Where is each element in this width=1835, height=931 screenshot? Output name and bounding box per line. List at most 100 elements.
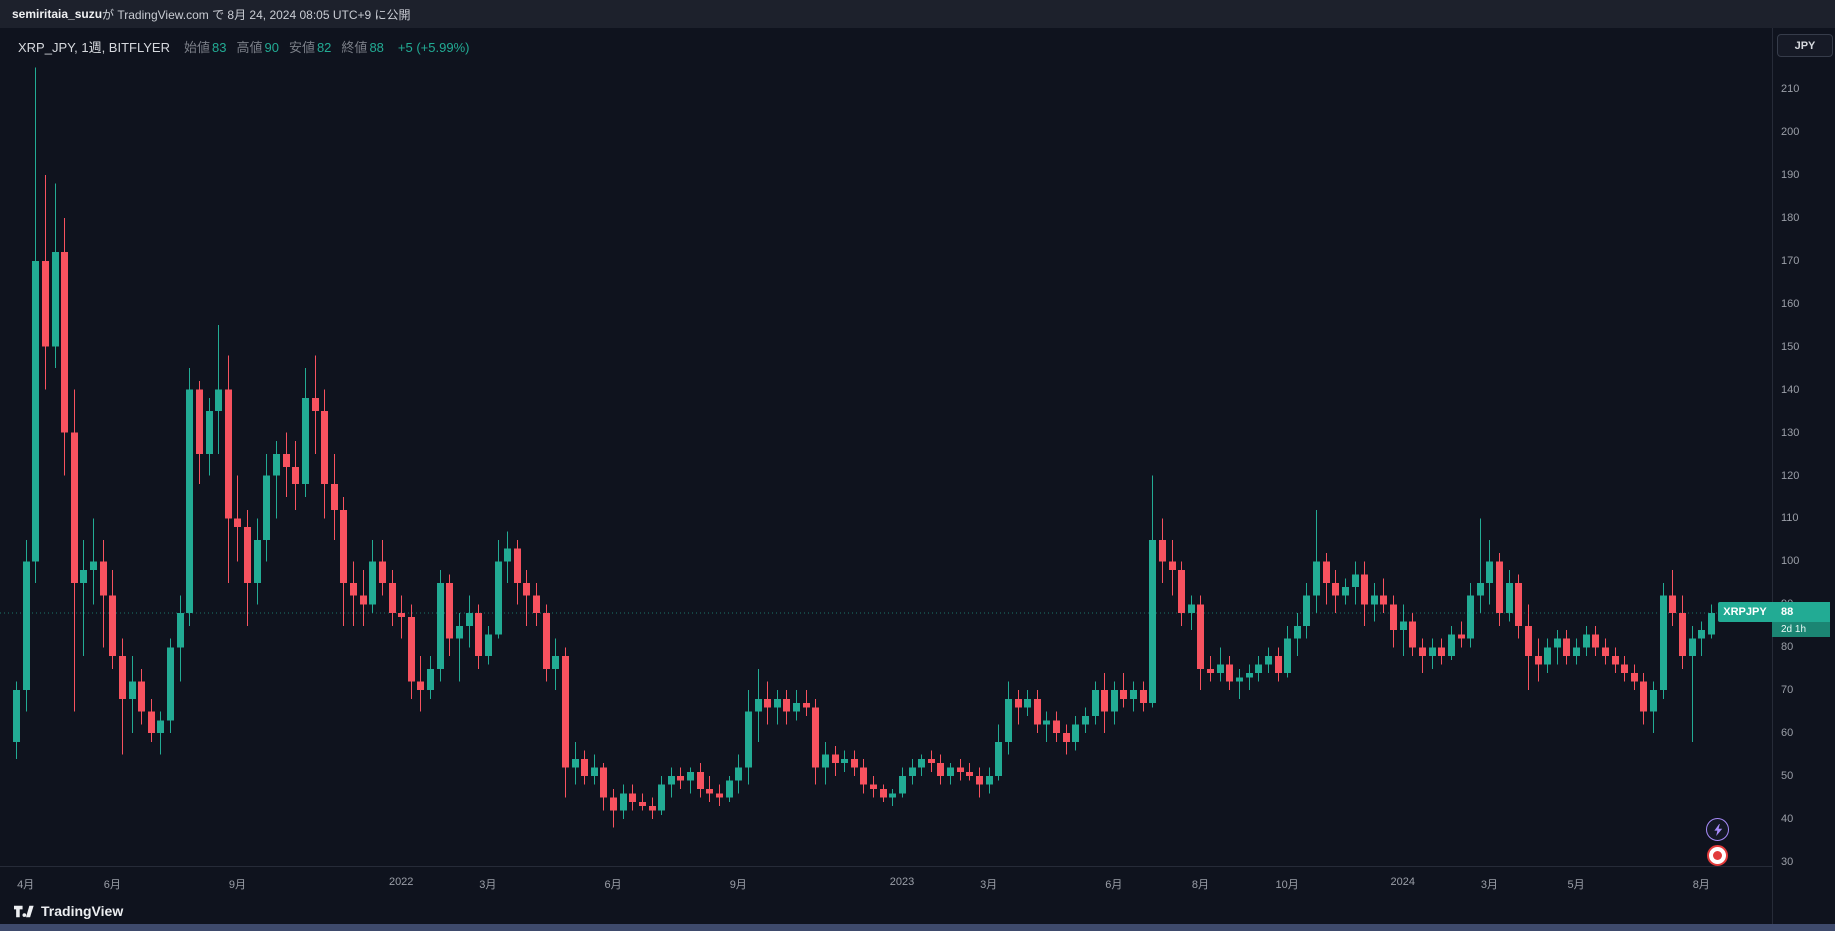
candle-body (947, 767, 954, 777)
candle-body (369, 561, 376, 605)
lightning-button[interactable] (1706, 818, 1729, 841)
candle-body (1159, 539, 1166, 562)
price-axis-tick: 60 (1781, 727, 1794, 740)
candle-body (649, 806, 656, 811)
candle-body (1313, 561, 1320, 596)
time-axis-tick: 2022 (388, 876, 414, 888)
candle-body (129, 681, 136, 699)
candle-body (764, 698, 771, 708)
candle-body (1689, 638, 1696, 656)
bottom-scroll-strip[interactable] (0, 924, 1835, 931)
candle-body (1592, 634, 1599, 648)
candle-body (1458, 634, 1465, 639)
time-axis-tick: 8月 (1191, 879, 1210, 891)
candle-body (1544, 647, 1551, 665)
publisher-username: semiritaia_suzu (12, 7, 103, 21)
low-value: 82 (316, 40, 332, 55)
price-axis-tick: 80 (1781, 641, 1794, 654)
candle-body (957, 767, 964, 772)
candle-body (793, 703, 800, 712)
time-axis-tick: 8月 (1692, 879, 1710, 891)
time-axis[interactable]: 4月 6月 9月 2022 3月 6月 9月 2023 3月 6月 8月 10月 2024 3月 5月 8月 (0, 866, 1772, 899)
candle-body (1092, 690, 1099, 716)
candle-body (1217, 664, 1224, 674)
candle-body (629, 793, 636, 802)
time-axis-tick: 5月 (1567, 879, 1585, 891)
price-axis-tick: 190 (1781, 168, 1800, 181)
candle-body (100, 561, 107, 596)
time-axis-tick: 9月 (228, 879, 247, 891)
price-axis-tick: 110 (1781, 512, 1799, 525)
close-label: 終値 (341, 40, 368, 55)
candle-body (1120, 690, 1127, 699)
candle-body (1583, 634, 1590, 648)
candle-body (1535, 655, 1542, 665)
symbol-title[interactable]: XRP_JPY, 1週, BITFLYER (18, 40, 170, 55)
candle-body (331, 484, 338, 510)
candle-body (283, 454, 290, 467)
candle-body (1669, 595, 1676, 613)
candle-body (1612, 655, 1619, 665)
candle-body (466, 612, 473, 626)
candle-body (1361, 574, 1368, 605)
candle-body (889, 793, 896, 798)
price-axis-tick: 140 (1781, 383, 1800, 396)
candle-body (755, 698, 762, 712)
record-button[interactable] (1707, 845, 1728, 866)
candle-body (417, 681, 424, 691)
last-price-label[interactable]: XRPJPY 88 2d 1h (1718, 601, 1835, 637)
candle-body (1342, 587, 1349, 596)
candle-body (937, 763, 944, 777)
candle-body (1140, 690, 1147, 704)
candle-body (340, 509, 347, 583)
candle-body (514, 548, 521, 583)
lightning-icon (1713, 823, 1722, 836)
candle-body (90, 561, 97, 570)
candle-body (1679, 612, 1686, 656)
candle-body (620, 793, 627, 811)
candle-body (71, 432, 78, 583)
candle-body (1275, 655, 1282, 674)
high-value: 90 (264, 40, 279, 55)
candle-body (148, 711, 155, 734)
candle-body (1371, 595, 1378, 605)
candle-body (1621, 664, 1628, 674)
candle-body (485, 634, 492, 656)
candle-body (909, 767, 916, 777)
time-axis-tick: 6月 (604, 879, 622, 891)
candle-body (1573, 647, 1580, 656)
candle-body (735, 767, 742, 781)
tradingview-logo-icon[interactable] (14, 904, 34, 919)
last-price-value: 88 (1772, 601, 1830, 622)
candle-body (1650, 690, 1657, 712)
price-axis-tick: 100 (1781, 555, 1800, 568)
candle-body (350, 582, 357, 596)
price-axis-tick: 160 (1781, 297, 1800, 310)
candle-body (860, 767, 867, 785)
candle-body (1188, 604, 1195, 613)
candle-body (533, 595, 540, 613)
candle-body (1294, 625, 1301, 639)
candle-body (32, 260, 39, 562)
candle-body (832, 754, 839, 764)
candle-body (1034, 698, 1041, 725)
price-axis[interactable]: JPY 210 200 190 180 170 160 150 140 130 120 110 100… (1772, 28, 1835, 924)
candle-body (225, 389, 232, 519)
candle-body (427, 668, 434, 691)
candlestick-canvas[interactable] (0, 28, 1772, 866)
candle-body (254, 539, 261, 583)
candle-body (504, 548, 511, 562)
price-axis-tick: 70 (1781, 684, 1794, 697)
candle-body (1323, 561, 1330, 583)
candle-body (1332, 582, 1339, 596)
tradingview-logo-text[interactable]: TradingView (41, 903, 124, 919)
symbol-legend[interactable]: XRP_JPY, 1週, BITFLYER 始値 83 高値 90 安値 82 終値 8… (18, 37, 469, 56)
candle-body (61, 252, 68, 433)
candle-body (1207, 668, 1214, 674)
time-axis-tick: 9月 (729, 879, 747, 891)
candle-body (918, 758, 925, 768)
candle-body (1506, 582, 1513, 613)
currency-toggle-button[interactable]: JPY (1777, 34, 1833, 57)
price-axis-tick: 30 (1781, 856, 1794, 868)
chart-pane[interactable] (0, 28, 1772, 866)
